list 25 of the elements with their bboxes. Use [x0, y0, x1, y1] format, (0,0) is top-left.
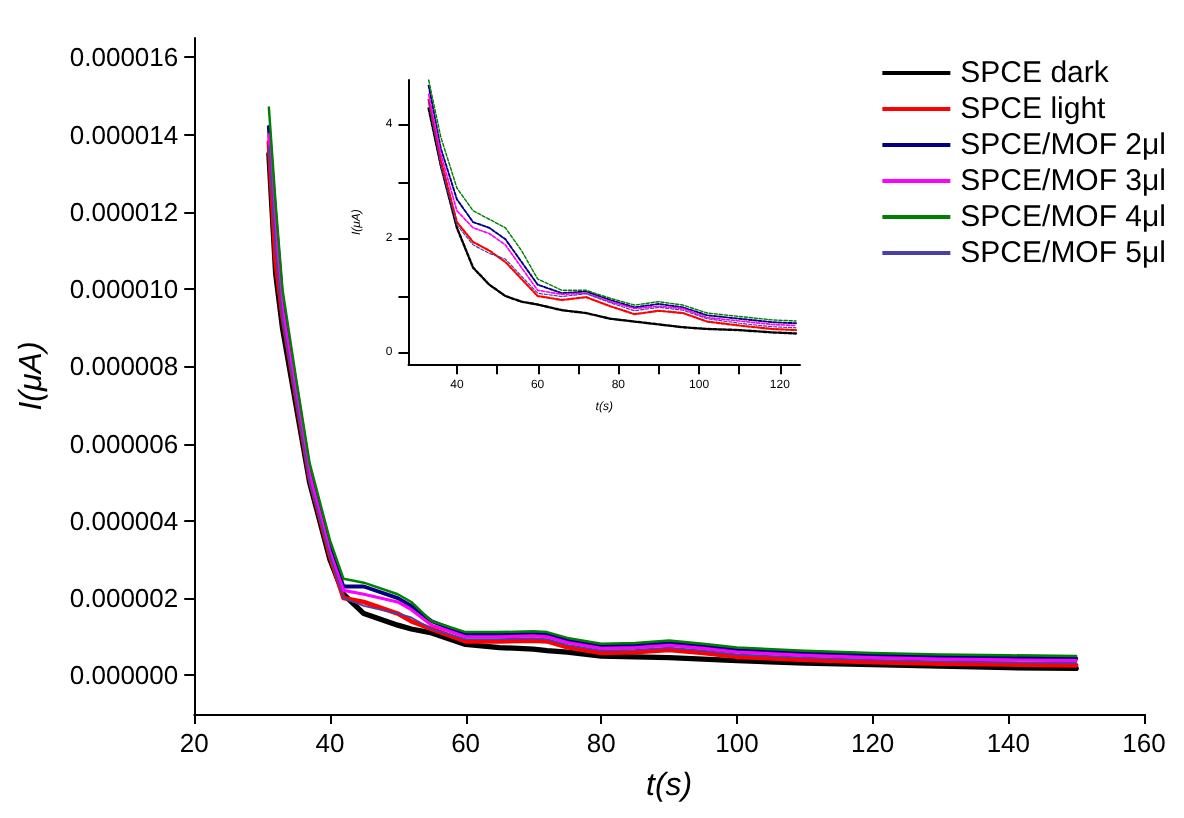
y-tick-label: 0.000002	[69, 583, 179, 614]
legend-label: SPCE/MOF 3μl	[960, 164, 1167, 198]
y-tick-label: 0.000008	[69, 351, 179, 382]
y-tick-label: 0.000004	[69, 505, 179, 536]
y-tick-label: 0.000006	[69, 428, 179, 459]
x-tick-label: 60	[451, 728, 481, 758]
x-tick-label: 140	[986, 728, 1031, 758]
legend-label: SPCE dark	[960, 56, 1110, 90]
legend-label: SPCE light	[960, 92, 1108, 126]
legend-label: SPCE/MOF 2μl	[960, 128, 1167, 162]
x-axis-title: t(s)	[646, 769, 693, 803]
x-tick-label: 40	[315, 728, 345, 758]
x-tick-label: 160	[1122, 728, 1166, 758]
y-tick-label: 0.000016	[69, 42, 179, 73]
x-tick-label: 100	[715, 728, 759, 758]
legend-label: SPCE/MOF 4μl	[960, 200, 1167, 234]
y-tick-label: 0.000000	[69, 660, 179, 691]
x-tick-label: 20	[179, 728, 209, 758]
legend-label: SPCE/MOF 5μl	[960, 236, 1167, 270]
y-tick-label: 0.000014	[69, 119, 179, 150]
y-tick-label: 0.000012	[69, 196, 179, 227]
y-axis-title: I(μA)	[15, 341, 49, 411]
x-tick-label: 80	[586, 728, 616, 758]
x-tick-label: 120	[850, 728, 895, 758]
y-tick-label: 0.000010	[69, 274, 179, 305]
